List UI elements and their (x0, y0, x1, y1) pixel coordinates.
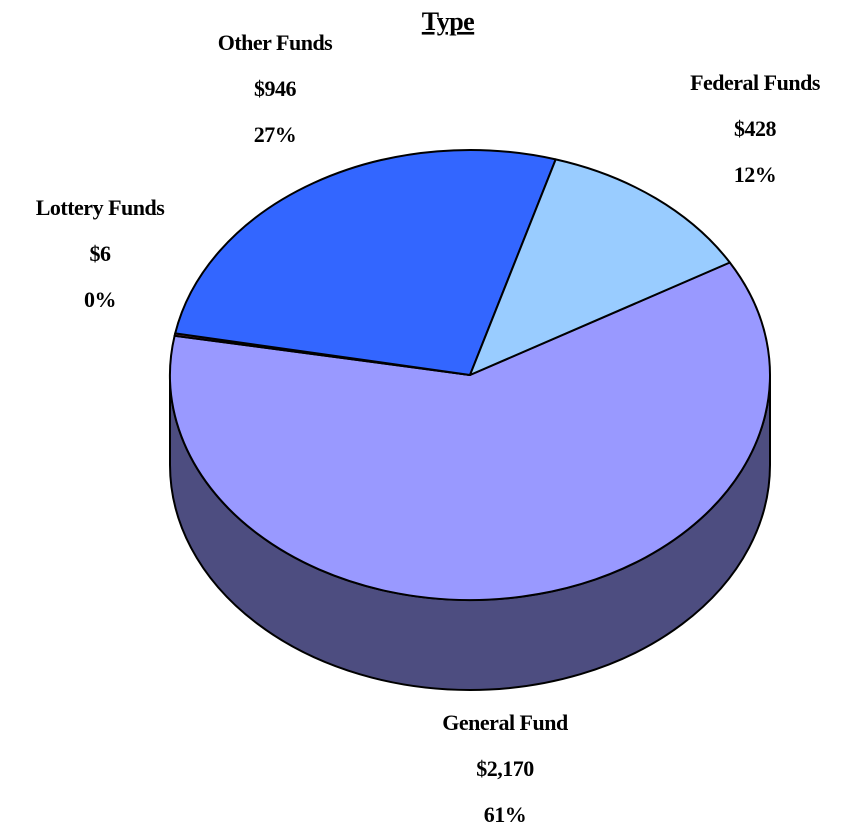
chart-title: Type (422, 7, 474, 36)
pie-slice (174, 149, 557, 376)
slice-value-label: $946 (254, 76, 297, 101)
slice-value-label: $6 (90, 241, 112, 266)
slice-value-label: $2,170 (476, 756, 534, 781)
pie-slice (169, 261, 771, 601)
slice-label: Federal Funds (690, 70, 821, 95)
slice-label: Other Funds (218, 30, 333, 55)
slice-label: General Fund (442, 710, 568, 735)
pie-slice (469, 158, 731, 376)
slice-label: Lottery Funds (36, 195, 166, 220)
slice-percent-label: 61% (484, 802, 527, 827)
slice-percent-label: 12% (734, 162, 777, 187)
slice-value-label: $428 (734, 116, 777, 141)
slice-percent-label: 27% (254, 122, 297, 147)
slice-percent-label: 0% (84, 287, 116, 312)
